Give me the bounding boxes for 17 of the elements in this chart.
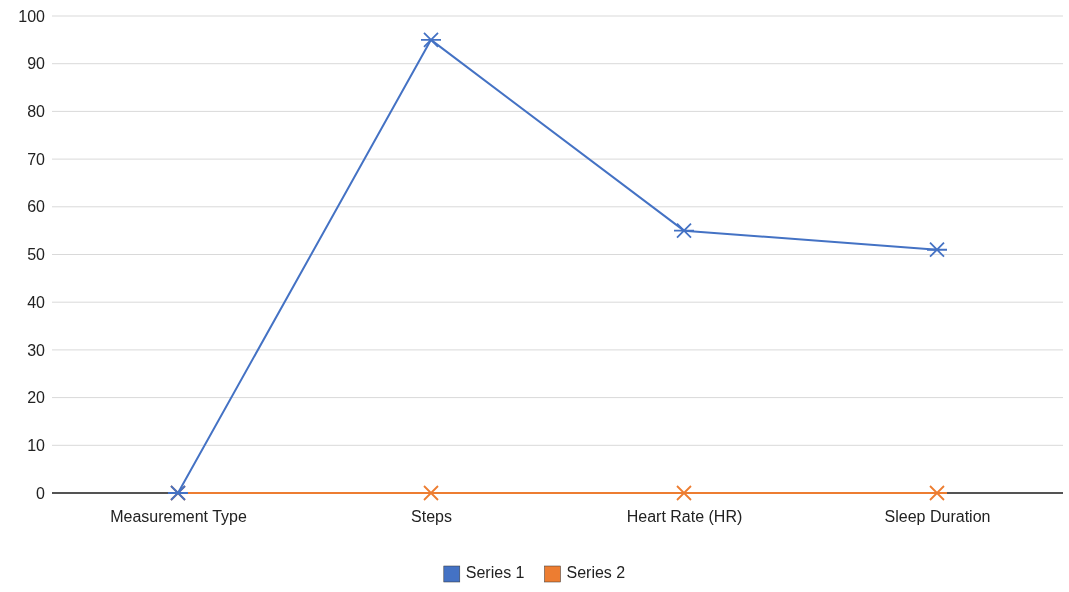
y-tick-label: 10 bbox=[27, 436, 46, 454]
y-tick-label: 90 bbox=[27, 55, 46, 73]
y-tick-label: 20 bbox=[27, 389, 46, 407]
y-tick-label: 0 bbox=[36, 484, 46, 502]
y-tick-label: 40 bbox=[27, 293, 46, 311]
y-tick-label: 30 bbox=[27, 341, 46, 359]
x-tick-label: Heart Rate (HR) bbox=[626, 507, 743, 525]
x-tick-label: Measurement Type bbox=[110, 507, 247, 525]
x-tick-label: Sleep Duration bbox=[884, 507, 991, 525]
legend-label: Series 2 bbox=[566, 564, 626, 581]
y-tick-label: 60 bbox=[27, 198, 46, 216]
y-tick-label: 80 bbox=[27, 103, 46, 121]
x-tick-label: Steps bbox=[411, 507, 452, 525]
legend-label: Series 1 bbox=[465, 564, 525, 581]
y-tick-label: 100 bbox=[18, 7, 46, 25]
y-tick-label: 50 bbox=[27, 246, 46, 264]
y-tick-label: 70 bbox=[27, 150, 46, 168]
